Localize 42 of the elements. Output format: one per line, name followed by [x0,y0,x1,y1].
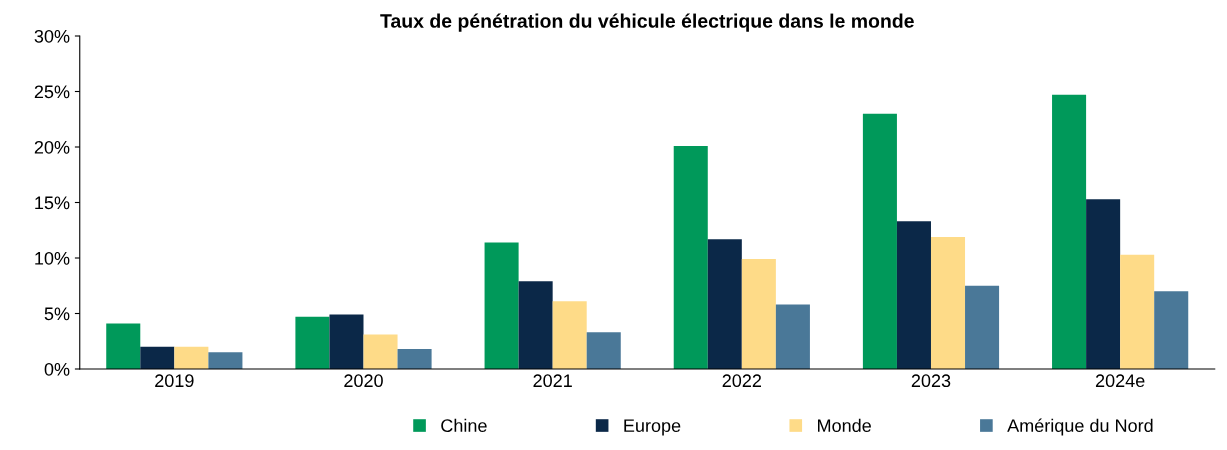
bar [106,323,141,369]
y-tick-label: 15% [35,196,70,210]
bar [586,332,621,369]
x-tick-label: 2022 [722,374,761,388]
x-tick-label: 2023 [911,374,951,388]
legend-label: Chine [441,418,487,433]
x-tick-label: 2024e [1095,374,1145,388]
bar [965,285,1000,369]
bar [518,281,553,369]
chart-title: Taux de pénétration du véhicule électrique dans le monde [380,13,914,32]
legend-label: Europe [624,419,681,436]
bar [1052,94,1087,369]
bar [1120,254,1155,369]
bar [397,349,432,369]
x-tick-label: 2021 [533,374,572,388]
bar [673,145,708,369]
bar [862,113,897,369]
bar [208,352,243,369]
bar [295,316,330,369]
y-tick-label: 10% [35,251,70,265]
y-tick-label: 0% [44,362,70,376]
bar [174,346,209,369]
bar [484,242,519,369]
bar [930,236,966,369]
y-tick-label: 20% [34,140,70,154]
bar [552,301,587,369]
bar [329,314,364,369]
y-tick-label: 30% [34,29,70,43]
y-tick-label: 5% [44,307,70,321]
y-tick-label: 25% [34,85,70,99]
bar [1086,199,1121,369]
legend-label: Amérique du Nord [1007,418,1153,436]
bar [896,221,931,369]
bar [140,346,175,369]
bar [1154,291,1189,369]
x-tick-label: 2020 [344,374,383,388]
bar [775,304,810,369]
legend-label: Monde [818,418,871,433]
bar [707,239,742,369]
bar [363,334,398,369]
bar [741,259,776,369]
x-tick-label: 2019 [155,374,194,388]
